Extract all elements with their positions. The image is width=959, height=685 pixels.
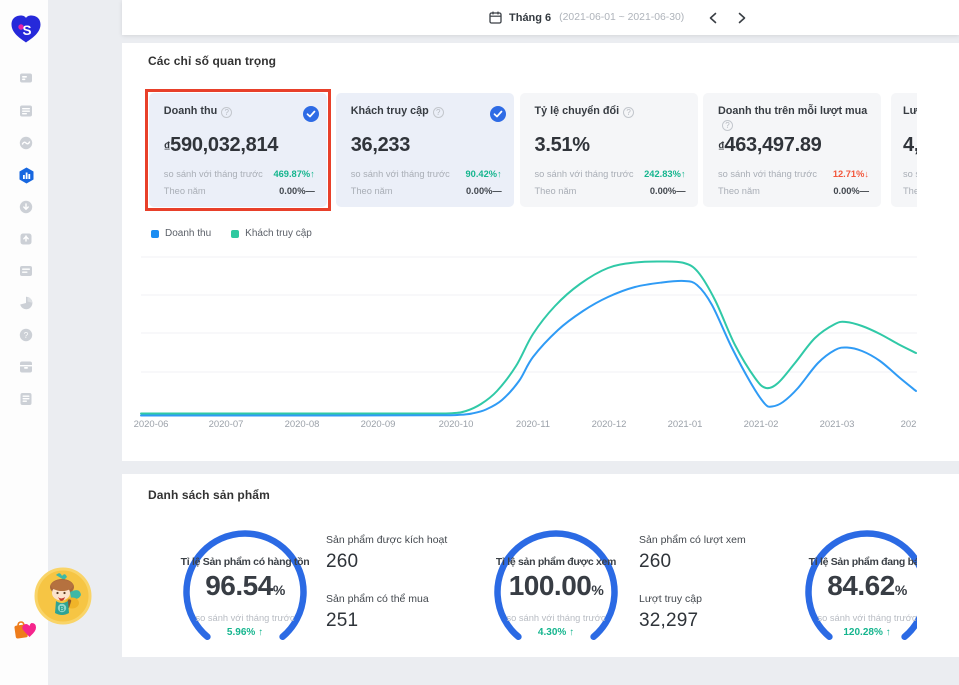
svg-text:2021-01: 2021-01	[668, 419, 703, 430]
svg-text:2021-04: 2021-04	[901, 419, 917, 430]
svg-text:2020-10: 2020-10	[439, 419, 474, 430]
svg-text:2020-08: 2020-08	[285, 419, 320, 430]
svg-text:2020-09: 2020-09	[361, 419, 396, 430]
svg-text:2020-11: 2020-11	[516, 419, 550, 430]
svg-text:2020-06: 2020-06	[134, 419, 169, 430]
svg-text:2021-03: 2021-03	[820, 419, 855, 430]
svg-text:2020-07: 2020-07	[209, 419, 244, 430]
svg-text:?: ?	[24, 331, 29, 340]
svg-text:S: S	[22, 23, 31, 38]
svg-text:2021-02: 2021-02	[744, 419, 779, 430]
svg-text:B: B	[59, 606, 64, 613]
svg-text:2020-12: 2020-12	[592, 419, 627, 430]
